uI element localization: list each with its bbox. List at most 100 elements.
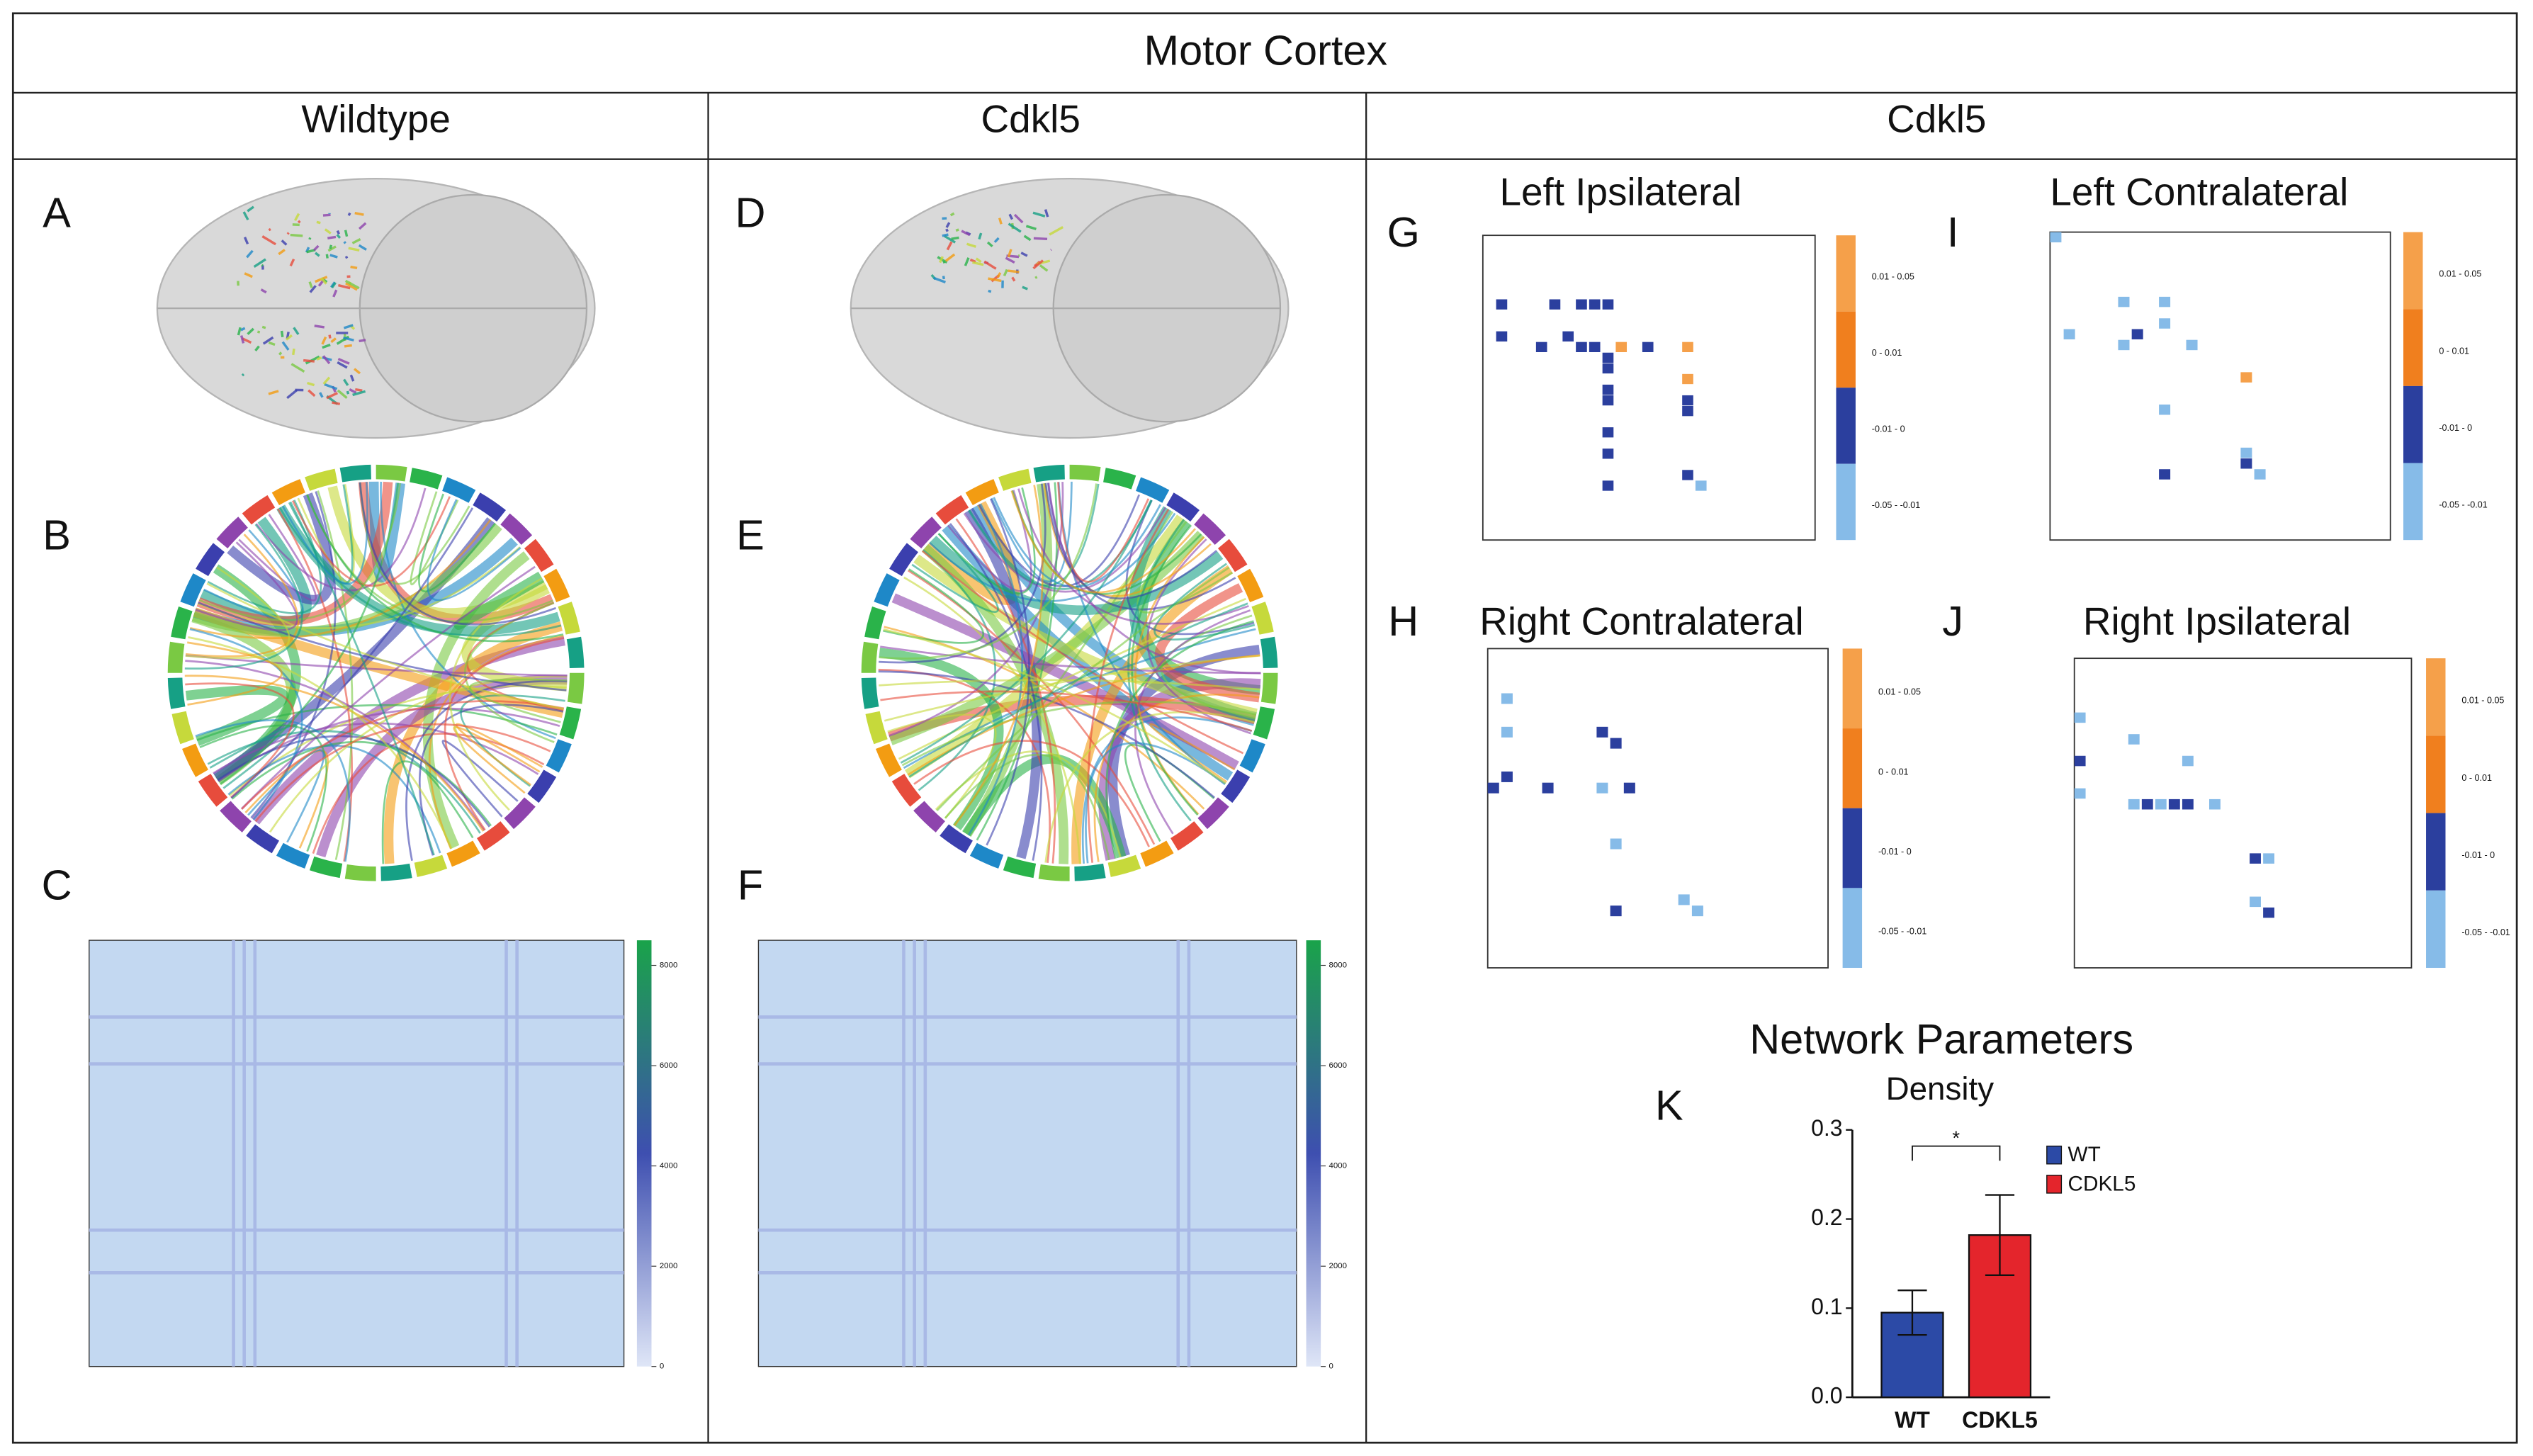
chord-arc — [559, 706, 582, 740]
fiber — [281, 341, 290, 351]
column-title: Cdkl5 — [1887, 97, 1986, 141]
fiber — [337, 357, 350, 365]
colorbar-segment — [1842, 648, 1863, 729]
fiber — [268, 227, 271, 232]
fiber — [262, 336, 274, 345]
colorbar-tick-label: 4000 — [660, 1162, 677, 1170]
chord-arc — [1253, 706, 1275, 740]
fiber — [1032, 259, 1044, 270]
fiber — [309, 285, 317, 293]
matrix-title: Right Contralateral — [1479, 599, 1804, 643]
chord-arc — [380, 863, 412, 881]
fiber — [314, 325, 325, 329]
fiber — [327, 245, 337, 252]
legend-label: WT — [2068, 1143, 2101, 1166]
fiber — [942, 233, 949, 237]
chord — [935, 750, 1122, 858]
chord-arc — [1107, 854, 1141, 877]
panel-letter: E — [736, 512, 765, 559]
colorbar-label: 0.01 - 0.05 — [1872, 272, 1914, 282]
fiber — [1039, 264, 1049, 272]
matrix-cell — [2182, 798, 2194, 810]
chord — [1125, 500, 1255, 636]
chord — [199, 724, 328, 852]
chord — [949, 523, 1043, 861]
fiber — [326, 392, 339, 400]
chord-arc — [1239, 739, 1265, 773]
colorbar-label: -0.05 - -0.01 — [1872, 500, 1920, 510]
chord — [1153, 563, 1256, 641]
chord — [468, 678, 568, 723]
fiber — [1003, 269, 1008, 276]
fiber — [933, 276, 947, 283]
fiber — [324, 383, 338, 390]
fiber — [345, 282, 358, 291]
matrix-cell — [1682, 395, 1693, 406]
fiber — [321, 336, 327, 345]
colorbar-tick-label: 2000 — [660, 1262, 677, 1270]
chord-arc — [910, 517, 942, 549]
legend-label: CDKL5 — [2068, 1172, 2136, 1195]
chord — [1057, 482, 1150, 583]
chord — [227, 492, 334, 605]
matrix-cell — [2141, 798, 2153, 810]
fiber — [286, 389, 298, 400]
colorbar-label: 0 - 0.01 — [2439, 346, 2469, 356]
matrix-cell — [1602, 299, 1614, 310]
chord — [955, 518, 1056, 864]
fiber — [996, 272, 1002, 278]
matrix-cell — [1610, 838, 1622, 850]
fiber — [961, 230, 971, 237]
chord — [1085, 742, 1226, 864]
chord — [449, 577, 543, 811]
chord — [241, 700, 565, 810]
chord-arc — [180, 573, 206, 607]
matrix-cell — [2128, 734, 2140, 745]
chord — [1154, 583, 1260, 703]
fiber — [352, 390, 366, 397]
matrix — [2049, 231, 2391, 541]
panel-letter: F — [738, 862, 763, 909]
chord — [418, 704, 564, 856]
chord — [185, 566, 290, 660]
chord-arc — [339, 464, 372, 482]
chord-arc — [1260, 636, 1278, 669]
chord — [908, 602, 1248, 778]
chord — [880, 690, 1253, 732]
colorbar-tick-label: 6000 — [1329, 1061, 1347, 1070]
fiber — [348, 247, 360, 252]
fiber — [293, 327, 300, 335]
panel-letter: I — [1947, 208, 1959, 256]
matrix-cell — [1542, 782, 1554, 794]
matrix-cell — [2050, 232, 2062, 243]
figure-border — [11, 12, 2518, 1444]
chord — [213, 722, 539, 775]
chord-arc — [476, 821, 510, 851]
fiber — [351, 238, 361, 244]
chord — [879, 679, 1260, 691]
fiber — [312, 244, 320, 252]
chord — [188, 636, 453, 850]
chord — [1105, 620, 1254, 859]
chord-arc — [171, 711, 194, 745]
chord — [197, 546, 521, 630]
colorbar-label: -0.01 - 0 — [1878, 847, 1912, 857]
matrix-cell — [1496, 299, 1508, 310]
chord-arc — [409, 468, 443, 490]
chord — [198, 482, 402, 621]
fiber — [327, 235, 337, 239]
chord — [1047, 482, 1261, 675]
matrix-cell — [1691, 905, 1703, 917]
chord-arc — [504, 797, 536, 830]
chord-arc — [913, 801, 946, 833]
matrix-cell — [1535, 342, 1547, 353]
chord-arc — [874, 573, 900, 607]
chord-arc — [864, 606, 886, 640]
colorbar-segment — [1836, 388, 1856, 464]
chord — [453, 571, 545, 630]
fiber — [330, 337, 337, 344]
chord — [900, 500, 1152, 764]
colorbar — [1306, 940, 1321, 1367]
matrix-cell — [1602, 363, 1614, 374]
matrix-cell — [1602, 384, 1614, 395]
